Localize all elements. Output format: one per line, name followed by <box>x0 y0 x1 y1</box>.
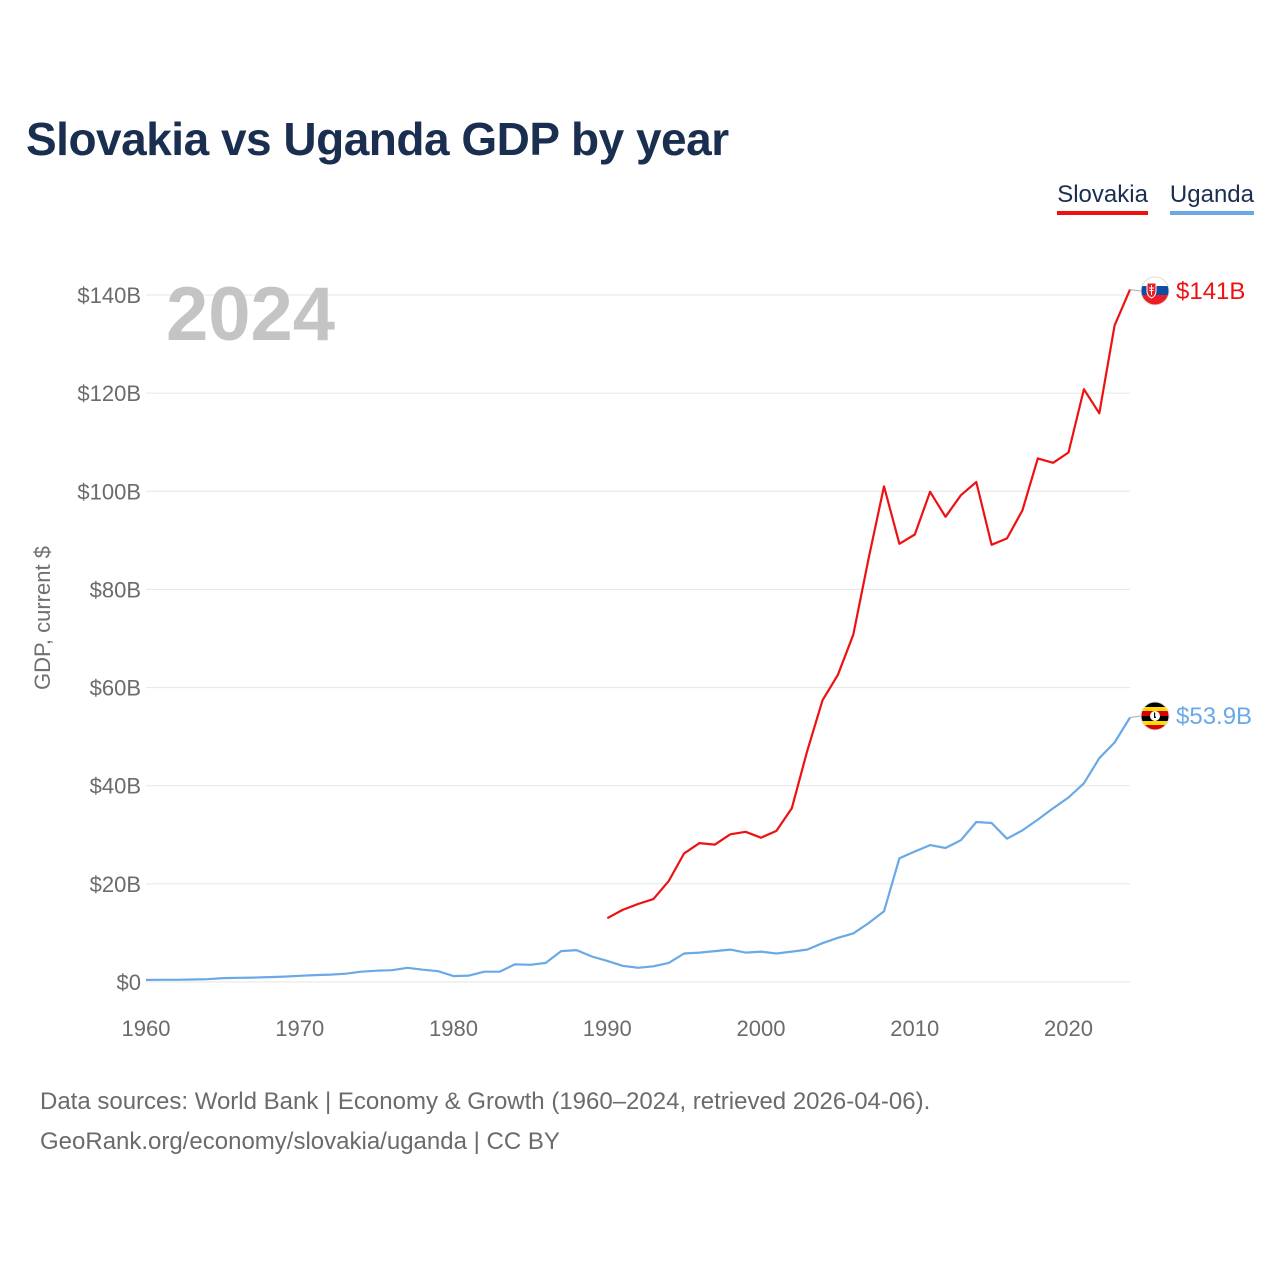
data-source-note: Data sources: World Bank | Economy & Gro… <box>40 1082 930 1162</box>
year-watermark: 2024 <box>166 272 335 357</box>
y-tick-label: $60B <box>90 676 141 701</box>
chart-legend: Slovakia Uganda <box>1057 181 1254 215</box>
y-tick-label: $100B <box>77 479 141 504</box>
x-tick-label: 2000 <box>737 1016 786 1041</box>
end-value-label-slovakia: $141B <box>1176 278 1245 305</box>
x-tick-label: 1990 <box>583 1016 632 1041</box>
x-tick-label: 2010 <box>890 1016 939 1041</box>
x-tick-label: 1970 <box>275 1016 324 1041</box>
gdp-line-chart: $0$20B$40B$60B$80B$100B$120B$140B 1960 19… <box>30 272 1252 1041</box>
x-tick-label: 1980 <box>429 1016 478 1041</box>
legend-item-uganda[interactable]: Uganda <box>1169 181 1254 215</box>
y-tick-label: $0 <box>117 970 141 995</box>
y-tick-label: $120B <box>77 381 141 406</box>
y-tick-label: $20B <box>90 872 141 897</box>
series-end-markers <box>1140 276 1170 731</box>
source-line-1: Data sources: World Bank | Economy & Gro… <box>40 1088 931 1115</box>
y-tick-label: $140B <box>77 283 141 308</box>
y-tick-label: $40B <box>90 774 141 799</box>
x-tick-label: 1960 <box>122 1016 171 1041</box>
end-value-label-uganda: $53.9B <box>1176 703 1252 730</box>
x-tick-label: 2020 <box>1044 1016 1093 1041</box>
y-axis-title: GDP, current $ <box>30 546 55 690</box>
uganda-flag-icon <box>1141 702 1169 730</box>
end-connector <box>1129 715 1142 719</box>
chart-series: $141B $53.9B <box>145 278 1252 982</box>
series-line-uganda <box>145 716 1131 982</box>
chart-gridlines <box>146 294 1130 983</box>
slovakia-flag-icon <box>1141 277 1169 305</box>
source-line-2[interactable]: GeoRank.org/economy/slovakia/uganda | CC… <box>40 1128 560 1155</box>
legend-item-slovakia[interactable]: Slovakia <box>1057 181 1148 215</box>
y-tick-label: $80B <box>90 577 141 602</box>
end-connector <box>1129 289 1142 292</box>
page-title: Slovakia vs Uganda GDP by year <box>26 113 729 165</box>
series-line-slovakia <box>606 289 1132 920</box>
y-axis-ticks: $0 $20B $40B $60B $80B $100B $120B $140B <box>77 283 141 995</box>
x-axis-ticks: 1960 1970 1980 1990 2000 2010 2020 <box>122 1016 1093 1041</box>
